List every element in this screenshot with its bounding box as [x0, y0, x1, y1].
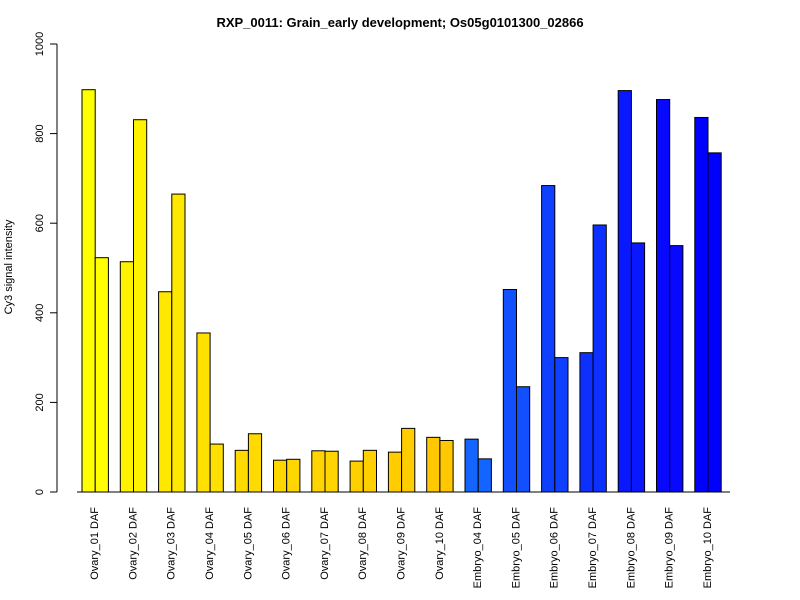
y-axis: 0 200 400 600 800 1000	[34, 32, 58, 495]
y-axis-label: Cy3 signal intensity	[3, 219, 15, 314]
y-tick-label: 0	[34, 489, 46, 495]
bar	[694, 116, 709, 493]
y-tick-label: 1000	[34, 32, 46, 56]
bar	[349, 460, 364, 493]
chart-title: RXP_0011: Grain_early development; Os05g…	[216, 15, 583, 30]
bar	[477, 458, 492, 493]
y-tick-label: 400	[34, 304, 46, 322]
bar	[286, 458, 301, 493]
bar	[541, 185, 556, 493]
x-tick-label: Embryo_06 DAF	[549, 507, 561, 589]
x-tick-label: Embryo_09 DAF	[664, 507, 676, 589]
bar	[158, 291, 173, 493]
bar	[133, 119, 148, 493]
bar	[707, 152, 722, 493]
y-tick-label: 800	[34, 124, 46, 142]
bar	[119, 261, 135, 493]
x-tick-label: Ovary_08 DAF	[357, 507, 369, 580]
bar	[196, 332, 211, 493]
x-tick-label: Ovary_01 DAF	[89, 507, 101, 580]
bar	[617, 90, 632, 493]
bar	[387, 451, 403, 493]
bar	[579, 352, 594, 493]
bar	[464, 438, 479, 493]
bar	[324, 450, 339, 493]
bar	[362, 449, 377, 493]
bar	[516, 386, 531, 493]
bar	[554, 357, 569, 493]
bar	[592, 224, 607, 493]
bar	[94, 257, 109, 493]
x-tick-label: Embryo_08 DAF	[625, 507, 637, 589]
bar	[247, 433, 263, 493]
y-tick-label: 600	[34, 214, 46, 232]
bar	[630, 242, 646, 493]
x-tick-label: Embryo_04 DAF	[472, 507, 484, 589]
x-tick-label: Ovary_07 DAF	[319, 507, 331, 580]
bar	[209, 443, 224, 493]
bar	[656, 99, 671, 493]
bar	[81, 89, 96, 493]
bar	[234, 449, 249, 493]
x-tick-label: Ovary_05 DAF	[242, 507, 254, 580]
bar	[502, 289, 517, 493]
bars-group	[81, 89, 722, 493]
x-tick-label: Ovary_09 DAF	[396, 507, 408, 580]
x-tick-label: Ovary_10 DAF	[434, 507, 446, 580]
category-labels: Ovary_01 DAF Ovary_02 DAF Ovary_03 DAF Ovar…	[89, 507, 714, 589]
x-tick-label: Ovary_04 DAF	[204, 507, 216, 580]
bar	[426, 436, 441, 493]
x-tick-label: Ovary_02 DAF	[127, 507, 139, 580]
bar	[311, 450, 326, 493]
bar	[171, 193, 186, 493]
x-tick-label: Ovary_03 DAF	[166, 507, 178, 580]
y-tick-label: 200	[34, 393, 46, 411]
x-tick-label: Embryo_07 DAF	[587, 507, 599, 589]
bar	[669, 245, 684, 493]
bar	[273, 459, 288, 493]
x-tick-label: Embryo_05 DAF	[510, 507, 522, 589]
bar	[439, 439, 454, 493]
bar	[401, 427, 416, 493]
x-tick-label: Ovary_06 DAF	[281, 507, 293, 580]
x-tick-label: Embryo_10 DAF	[702, 507, 714, 589]
